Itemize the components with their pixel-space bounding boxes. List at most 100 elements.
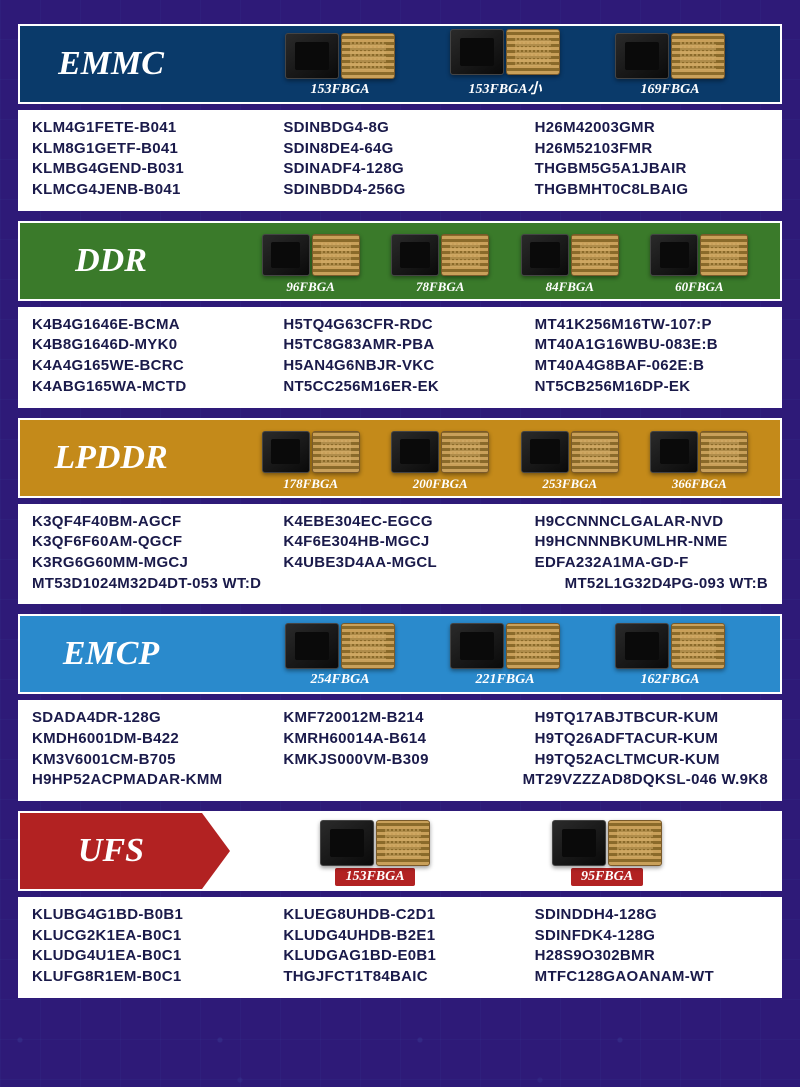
arrow-icon (202, 26, 230, 102)
chip-image-pair (320, 820, 430, 866)
part-number: KLMCG4JENB-B041 (32, 180, 265, 201)
part-number: KM3V6001CM-B705 (32, 750, 265, 771)
part-numbers-panel: K3QF4F40BM-AGCFK3QF6F60AM-QGCFK3RG6G60MM… (18, 504, 782, 605)
part-numbers-grid: KLM4G1FETE-B041KLM8G1GETF-B041KLMBG4GEND… (32, 118, 768, 201)
part-column: KLM4G1FETE-B041KLM8G1GETF-B041KLMBG4GEND… (32, 118, 265, 201)
chip-top-icon (521, 234, 569, 276)
chip-image-pair (552, 820, 662, 866)
category-label: EMMC (20, 26, 202, 102)
package-tag: 153FBGA (335, 868, 414, 886)
package-tag: 254FBGA (300, 671, 379, 689)
part-numbers-grid: K4B4G1646E-BCMAK4B8G1646D-MYK0K4A4G165WE… (32, 315, 768, 398)
part-number: KLUDG4U1EA-B0C1 (32, 946, 265, 967)
part-numbers-panel: KLUBG4G1BD-B0B1KLUCG2K1EA-B0C1KLUDG4U1EA… (18, 897, 782, 998)
chip-package-item: 169FBGA (615, 33, 725, 99)
chip-image-pair (450, 29, 560, 75)
part-number: KLM4G1FETE-B041 (32, 118, 265, 139)
category-label-text: EMCP (63, 635, 159, 673)
part-number: H5TC8G83AMR-PBA (283, 335, 516, 356)
category-label: EMCP (20, 616, 202, 692)
part-number: SDADA4DR-128G (32, 708, 265, 729)
package-tag: 60FBGA (667, 278, 731, 296)
part-column: H26M42003GMRH26M52103FMRTHGBM5G5A1JBAIRT… (535, 118, 768, 201)
category-label-text: EMMC (58, 45, 164, 83)
part-number: K3QF6F60AM-QGCF (32, 532, 265, 553)
part-number: KMF720012M-B214 (283, 708, 516, 729)
chip-image-pair (650, 431, 748, 473)
part-number: NT5CB256M16DP-EK (535, 377, 768, 398)
part-number: KLUEG8UHDB-C2D1 (283, 905, 516, 926)
chip-packages: 153FBGA 95FBGA (202, 813, 780, 889)
chip-package-item: 153FBGA (285, 33, 395, 99)
part-number: H5TQ4G63CFR-RDC (283, 315, 516, 336)
chip-image-pair (615, 33, 725, 79)
section-lpddr: LPDDR178FBGA200FBGA253FBGA366FBGAK3QF4F4… (18, 418, 782, 605)
chip-bottom-icon (312, 431, 360, 473)
part-number: MT40A1G16WBU-083E:B (535, 335, 768, 356)
part-column: H9TQ17ABJTBCUR-KUMH9TQ26ADFTACUR-KUMH9TQ… (535, 708, 768, 770)
chip-bottom-icon (376, 820, 430, 866)
part-number: NT5CC256M16ER-EK (283, 377, 516, 398)
package-tag: 153FBGA小 (458, 77, 551, 99)
chip-bottom-icon (671, 623, 725, 669)
section-emmc: EMMC 153FBGA 153FBGA小 169FBGA KLM4G1FETE-B04… (18, 24, 782, 211)
chip-bottom-icon (700, 234, 748, 276)
category-label: LPDDR (20, 420, 202, 496)
chip-image-pair (285, 33, 395, 79)
part-number: SDINADF4-128G (283, 159, 516, 180)
package-tag: 95FBGA (571, 868, 643, 886)
part-number: KMKJS000VM-B309 (283, 750, 516, 771)
chip-top-icon (615, 33, 669, 79)
part-number: MT40A4G8BAF-062E:B (535, 356, 768, 377)
chip-top-icon (521, 431, 569, 473)
part-number: K4B8G1646D-MYK0 (32, 335, 265, 356)
chip-bottom-icon (608, 820, 662, 866)
chip-package-item: 153FBGA小 (450, 29, 560, 99)
part-number: SDINFDK4-128G (535, 926, 768, 947)
chip-top-icon (450, 623, 504, 669)
part-number: MT52L1G32D4PG-093 WT:B (565, 574, 768, 595)
part-number: KMDH6001DM-B422 (32, 729, 265, 750)
chip-package-item: 84FBGA (521, 234, 619, 296)
chip-image-pair (262, 431, 360, 473)
part-number: H26M42003GMR (535, 118, 768, 139)
package-tag: 96FBGA (278, 278, 342, 296)
chip-image-pair (650, 234, 748, 276)
package-tag: 178FBGA (275, 475, 346, 493)
part-number: H26M52103FMR (535, 139, 768, 160)
section-emcp: EMCP254FBGA221FBGA162FBGASDADA4DR-128GKM… (18, 614, 782, 801)
chip-package-item: 366FBGA (650, 431, 748, 493)
part-numbers-panel: KLM4G1FETE-B041KLM8G1GETF-B041KLMBG4GEND… (18, 110, 782, 211)
part-number: H9TQ26ADFTACUR-KUM (535, 729, 768, 750)
chip-bottom-icon (571, 431, 619, 473)
chip-bottom-icon (312, 234, 360, 276)
part-number: KLM8G1GETF-B041 (32, 139, 265, 160)
section-header: UFS 153FBGA 95FBGA (18, 811, 782, 891)
part-number: K3RG6G60MM-MGCJ (32, 553, 265, 574)
category-label: DDR (20, 223, 202, 299)
chip-image-pair (391, 431, 489, 473)
chip-package-item: 253FBGA (521, 431, 619, 493)
part-number: K4UBE3D4AA-MGCL (283, 553, 516, 574)
chip-top-icon (650, 431, 698, 473)
part-number: K3QF4F40BM-AGCF (32, 512, 265, 533)
part-number: THGBM5G5A1JBAIR (535, 159, 768, 180)
chip-image-pair (450, 623, 560, 669)
part-column: K3QF4F40BM-AGCFK3QF6F60AM-QGCFK3RG6G60MM… (32, 512, 265, 574)
part-number: MT29VZZZAD8DQKSL-046 W.9K8 (523, 770, 768, 791)
chip-top-icon (262, 234, 310, 276)
part-number: K4F6E304HB-MGCJ (283, 532, 516, 553)
chip-bottom-icon (341, 623, 395, 669)
category-label: UFS (20, 813, 202, 889)
chip-packages: 96FBGA78FBGA84FBGA60FBGA (202, 223, 780, 299)
part-number: SDINBDD4-256G (283, 180, 516, 201)
part-numbers-grid: K3QF4F40BM-AGCFK3QF6F60AM-QGCFK3RG6G60MM… (32, 512, 768, 574)
part-number: H9CCNNNCLGALAR-NVD (535, 512, 768, 533)
package-tag: 153FBGA (300, 81, 379, 99)
chip-package-item: 221FBGA (450, 623, 560, 689)
chip-image-pair (262, 234, 360, 276)
part-column: SDADA4DR-128GKMDH6001DM-B422KM3V6001CM-B… (32, 708, 265, 770)
part-number: H9TQ17ABJTBCUR-KUM (535, 708, 768, 729)
part-number: MTFC128GAOANAM-WT (535, 967, 768, 988)
part-column: SDINBDG4-8GSDIN8DE4-64GSDINADF4-128GSDIN… (283, 118, 516, 201)
